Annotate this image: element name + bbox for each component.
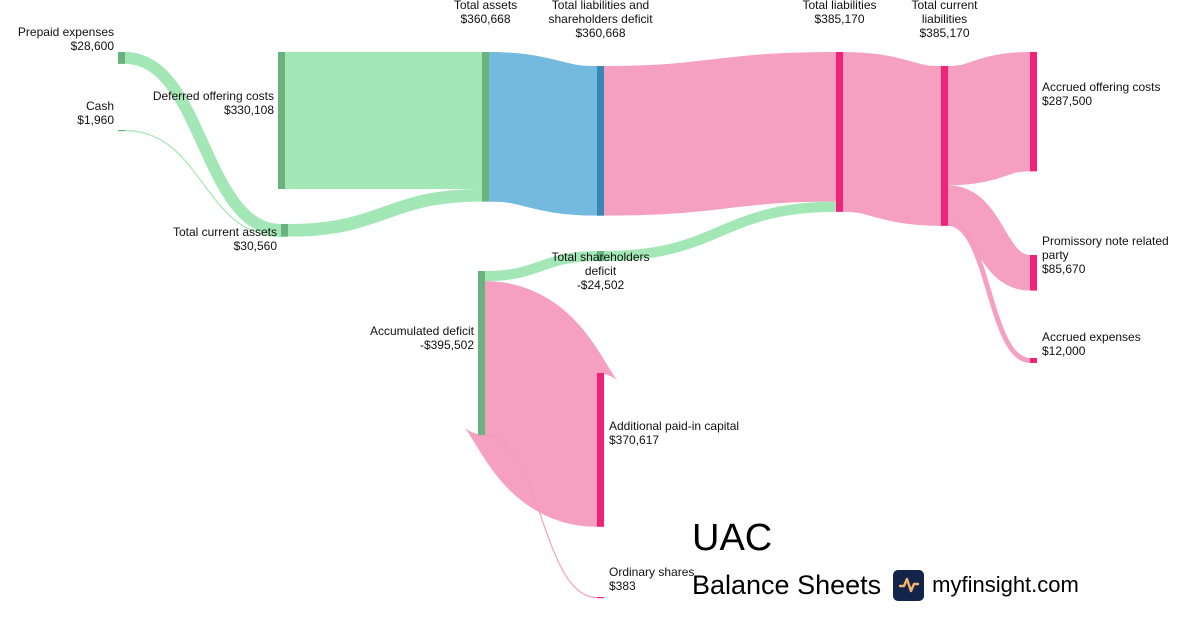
sankey-label-cash: Cash $1,960: [77, 99, 114, 127]
sankey-label-tl-name: Total liabilities: [802, 0, 876, 12]
sankey-link-ta-to-tlsd: [487, 52, 599, 216]
sankey-node-pnrp: [1030, 255, 1037, 291]
sankey-label-ae-name: Accrued expenses: [1042, 330, 1141, 344]
sankey-label-ta: Total assets $360,668: [454, 0, 517, 26]
sankey-link-acd-to-os: [484, 434, 598, 599]
sankey-label-ae: Accrued expenses $12,000: [1042, 330, 1141, 358]
sankey-label-deferred-value: $330,108: [224, 103, 274, 117]
site-name: myfinsight.com: [932, 572, 1079, 597]
sankey-label-tca-name: Total current assets: [173, 225, 277, 239]
sankey-label-tsd-name-line-1: Total shareholders: [551, 250, 649, 264]
sankey-label-aoc-value: $287,500: [1042, 94, 1092, 108]
sankey-label-tlsd: Total liabilities and shareholders defici…: [548, 0, 653, 40]
sankey-label-pnrp-name-line-2: party: [1042, 248, 1069, 262]
pulse-chart-icon: [893, 569, 925, 601]
sankey-label-tca: Total current assets $30,560: [173, 225, 277, 253]
sankey-node-ae: [1030, 358, 1037, 363]
sankey-node-acd: [478, 271, 485, 436]
sankey-node-cash: [118, 130, 125, 132]
sankey-label-ae-value: $12,000: [1042, 344, 1086, 358]
sankey-label-tl-value: $385,170: [814, 12, 864, 26]
sankey-label-tlsd-name-line-1: Total liabilities and: [552, 0, 649, 12]
sankey-link-tcl-to-aoc: [946, 52, 1032, 186]
sankey-label-pnrp-name-line-1: Promissory note related: [1042, 234, 1169, 248]
sankey-label-acd-name: Accumulated deficit: [370, 324, 475, 338]
sankey-link-tcl-to-ae: [947, 220, 1031, 363]
chart-subtitle: Balance Sheets: [692, 569, 882, 600]
sankey-label-acd: Accumulated deficit -$395,502: [370, 324, 475, 352]
sankey-label-tca-value: $30,560: [234, 239, 278, 253]
sankey-node-deferred: [278, 52, 285, 189]
sankey-node-tsd: [597, 251, 604, 262]
sankey-label-tlsd-value: $360,668: [575, 26, 625, 40]
sankey-link-tl-to-tcl: [840, 52, 944, 226]
sankey-label-tcl-name-line-1: Total current: [911, 0, 978, 12]
sankey-label-apic: Additional paid-in capital $370,617: [609, 419, 739, 447]
sankey-label-deferred-name: Deferred offering costs: [153, 89, 274, 103]
sankey-link-prepaid-to-tca: [124, 52, 282, 236]
sankey-node-aoc: [1030, 52, 1037, 172]
sankey-label-aoc-name: Accrued offering costs: [1042, 80, 1161, 94]
sankey-label-apic-value: $370,617: [609, 433, 659, 447]
brand-row: Balance Sheets myfinsight.com: [692, 565, 1079, 605]
company-ticker: UAC: [692, 517, 773, 559]
sankey-label-tcl-name-line-2: liabilities: [922, 12, 967, 26]
sankey-link-tca-to-ta: [287, 188, 483, 237]
sankey-node-apic: [597, 373, 604, 527]
sankey-label-prepaid-value: $28,600: [71, 39, 115, 53]
sankey-label-tcl-value: $385,170: [919, 26, 969, 40]
sankey-label-pnrp-value: $85,670: [1042, 262, 1086, 276]
sankey-link-tlsd-to-tl: [603, 52, 837, 216]
sankey-node-ta: [482, 52, 489, 202]
sankey-label-acd-value: -$395,502: [420, 338, 474, 352]
sankey-label-aoc: Accrued offering costs $287,500: [1042, 80, 1161, 108]
sankey-label-cash-name: Cash: [86, 99, 114, 113]
sankey-label-tl: Total liabilities $385,170: [802, 0, 876, 26]
sankey-node-tlsd: [597, 66, 604, 216]
sankey-label-cash-value: $1,960: [77, 113, 114, 127]
brand-block: UAC Balance Sheets myfinsight.com: [692, 515, 1152, 625]
sankey-link-acd-to-apic: [460, 281, 622, 527]
sankey-label-os-name: Ordinary shares: [609, 565, 694, 579]
sankey-node-tl: [836, 52, 843, 212]
sankey-link-tsd-to-tl: [603, 201, 837, 262]
sankey-label-tlsd-name-line-2: shareholders deficit: [548, 12, 653, 26]
sankey-link-tcl-to-pnrp: [945, 185, 1033, 291]
sankey-label-apic-name: Additional paid-in capital: [609, 419, 739, 433]
sankey-node-tca: [281, 224, 288, 237]
sankey-label-prepaid-name: Prepaid expenses: [18, 25, 114, 39]
sankey-label-deferred: Deferred offering costs $330,108: [153, 89, 274, 117]
sankey-node-prepaid: [118, 52, 125, 64]
sankey-link-acd-to-tsd: [484, 250, 598, 282]
sankey-node-tcl: [941, 66, 948, 226]
sankey-link-cash-to-tca: [124, 130, 282, 238]
sankey-label-tsd: Total shareholders deficit -$24,502: [551, 250, 649, 292]
sankey-label-os: Ordinary shares $383: [609, 565, 694, 593]
sankey-label-tcl: Total current liabilities $385,170: [911, 0, 978, 40]
sankey-label-tsd-value: -$24,502: [577, 278, 625, 292]
sankey-label-ta-name: Total assets: [454, 0, 517, 12]
sankey-label-ta-value: $360,668: [460, 12, 510, 26]
sankey-node-os: [597, 597, 604, 599]
sankey-label-tsd-name-line-2: deficit: [585, 264, 617, 278]
sankey-label-os-value: $383: [609, 579, 636, 593]
sankey-label-pnrp: Promissory note related party $85,670: [1042, 234, 1169, 276]
sankey-label-prepaid: Prepaid expenses $28,600: [18, 25, 114, 53]
